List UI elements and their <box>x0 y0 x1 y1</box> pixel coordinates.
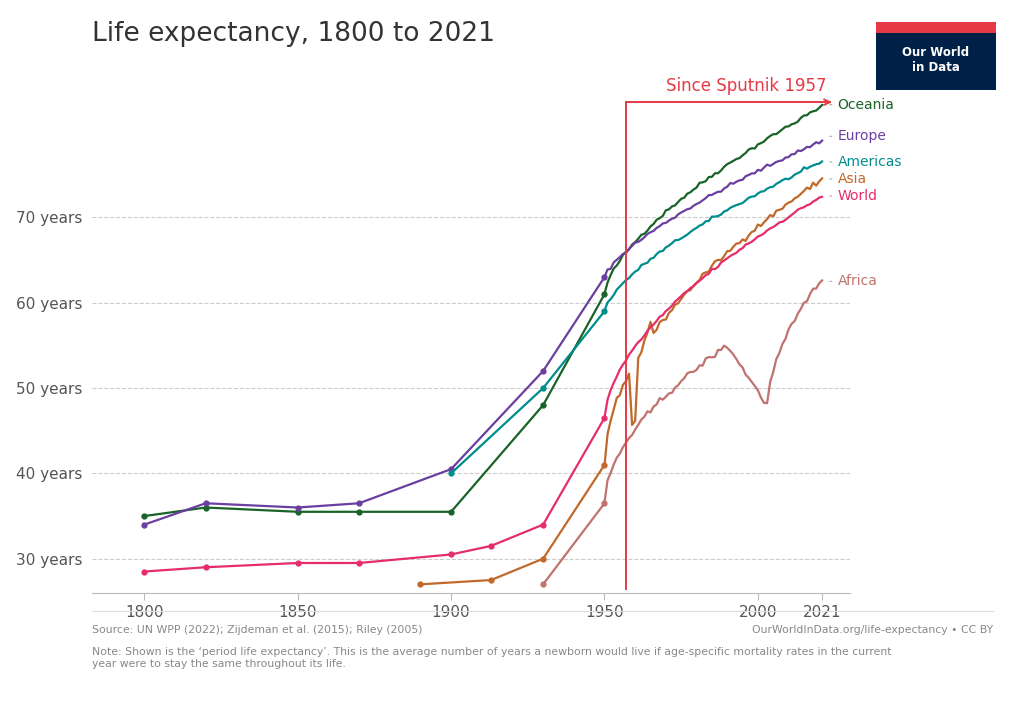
Text: Africa: Africa <box>838 274 878 288</box>
Text: Note: Shown is the ‘period life expectancy’. This is the average number of years: Note: Shown is the ‘period life expectan… <box>92 647 892 669</box>
Text: Our World
in Data: Our World in Data <box>902 46 970 74</box>
Text: World: World <box>838 189 878 203</box>
Text: Life expectancy, 1800 to 2021: Life expectancy, 1800 to 2021 <box>92 21 495 47</box>
Text: OurWorldInData.org/life-expectancy • CC BY: OurWorldInData.org/life-expectancy • CC … <box>753 625 993 636</box>
Text: Americas: Americas <box>838 155 902 169</box>
Text: Asia: Asia <box>838 172 866 186</box>
Text: Europe: Europe <box>838 129 887 143</box>
Text: Oceania: Oceania <box>838 98 895 112</box>
Text: Since Sputnik 1957: Since Sputnik 1957 <box>666 77 826 95</box>
Text: Source: UN WPP (2022); Zijdeman et al. (2015); Riley (2005): Source: UN WPP (2022); Zijdeman et al. (… <box>92 625 423 636</box>
FancyBboxPatch shape <box>876 22 996 33</box>
FancyBboxPatch shape <box>876 22 996 90</box>
